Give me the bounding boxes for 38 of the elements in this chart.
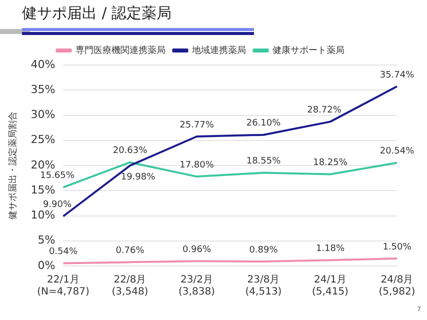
chart-title: 健サポ届出 / 認定薬局 <box>22 4 172 23</box>
data-label: 1.50% <box>382 242 412 252</box>
data-label: 19.98% <box>120 172 156 182</box>
data-label: 17.80% <box>180 160 214 170</box>
data-label: 26.10% <box>246 118 282 129</box>
y-tick-label: 20% <box>30 158 56 172</box>
x-tick-label: 22/1月 (N=4,787) <box>37 274 90 298</box>
data-label: 18.25% <box>313 158 348 168</box>
x-tick-label: 24/8月 (5,982) <box>378 274 416 298</box>
y-tick-label: 25% <box>30 133 56 146</box>
x-tick-label: 23/2月 (3,838) <box>178 274 216 298</box>
x-tick-label: 23/8月 (4,513) <box>245 274 282 298</box>
data-label: 0.89% <box>249 245 278 256</box>
y-tick-label: 0% <box>38 258 56 272</box>
data-label: 0.76% <box>116 246 145 256</box>
data-label: 20.63% <box>112 146 148 156</box>
data-label: 20.54% <box>380 146 415 157</box>
x-tick-label: 22/8月 (3,548) <box>112 274 148 298</box>
data-label: 25.77% <box>180 120 214 130</box>
data-label: 0.54% <box>48 247 78 258</box>
legend-label: 地域連携薬局 <box>190 44 246 56</box>
data-label: 18.55% <box>246 156 282 167</box>
y-tick-label: 40% <box>30 58 56 71</box>
data-label: 9.90% <box>42 200 72 210</box>
y-axis-title: 健サポ届出・認定薬局割合 <box>8 112 19 220</box>
y-tick-label: 10% <box>30 208 56 222</box>
y-tick-label: 30% <box>30 108 56 122</box>
legend-label: 専門医療機関連携薬局 <box>75 44 166 56</box>
y-tick-label: 15% <box>30 183 56 196</box>
data-label: 28.72% <box>307 106 342 116</box>
data-label: 0.96% <box>182 245 212 256</box>
x-tick-label: 24/1月 (5,415) <box>312 274 349 298</box>
y-tick-label: 5% <box>38 234 56 247</box>
data-label: 15.65% <box>40 171 75 182</box>
y-tick-label: 35% <box>30 82 56 96</box>
data-label: 1.18% <box>316 244 345 254</box>
legend-label: 健康サポート薬局 <box>272 44 344 56</box>
data-label: 35.74% <box>380 70 415 80</box>
